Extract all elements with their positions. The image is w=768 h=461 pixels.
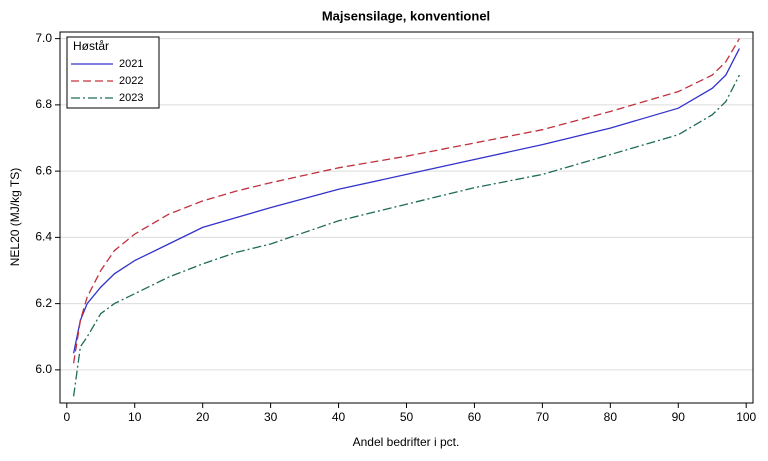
line-series [72,48,740,354]
plot-frame [59,31,754,404]
y-tick-label: 6.4 [35,230,52,244]
y-tick-label: 6.8 [35,97,52,111]
x-axis-label: Andel bedrifter i pct. [353,435,460,449]
y-tick-label: 6.2 [35,296,52,310]
x-tick-label: 0 [63,410,70,424]
line-series [72,38,740,364]
x-tick-label: 90 [672,410,686,424]
x-tick-label: 30 [264,410,278,424]
x-tick-label: 50 [400,410,414,424]
x-tick-label: 40 [332,410,346,424]
legend-box [66,36,160,109]
x-tick-label: 10 [128,410,142,424]
legend-title: Høstår [73,39,109,53]
legend-label: 2022 [119,75,143,87]
x-tick-label: 60 [468,410,482,424]
legend-label: 2023 [119,92,143,104]
y-tick-label: 6.0 [35,362,52,376]
y-tick-label: 7.0 [35,31,52,45]
chart-title: Majsensilage, konventionel [322,8,490,23]
x-tick-label: 70 [536,410,550,424]
x-tick-label: 100 [736,410,756,424]
legend-label: 2021 [119,58,143,70]
x-tick-label: 20 [196,410,210,424]
y-axis-label: NEL20 (MJ/kg TS) [8,168,22,266]
line-series [72,74,740,397]
x-tick-label: 80 [604,410,618,424]
y-tick-label: 6.6 [35,163,52,177]
